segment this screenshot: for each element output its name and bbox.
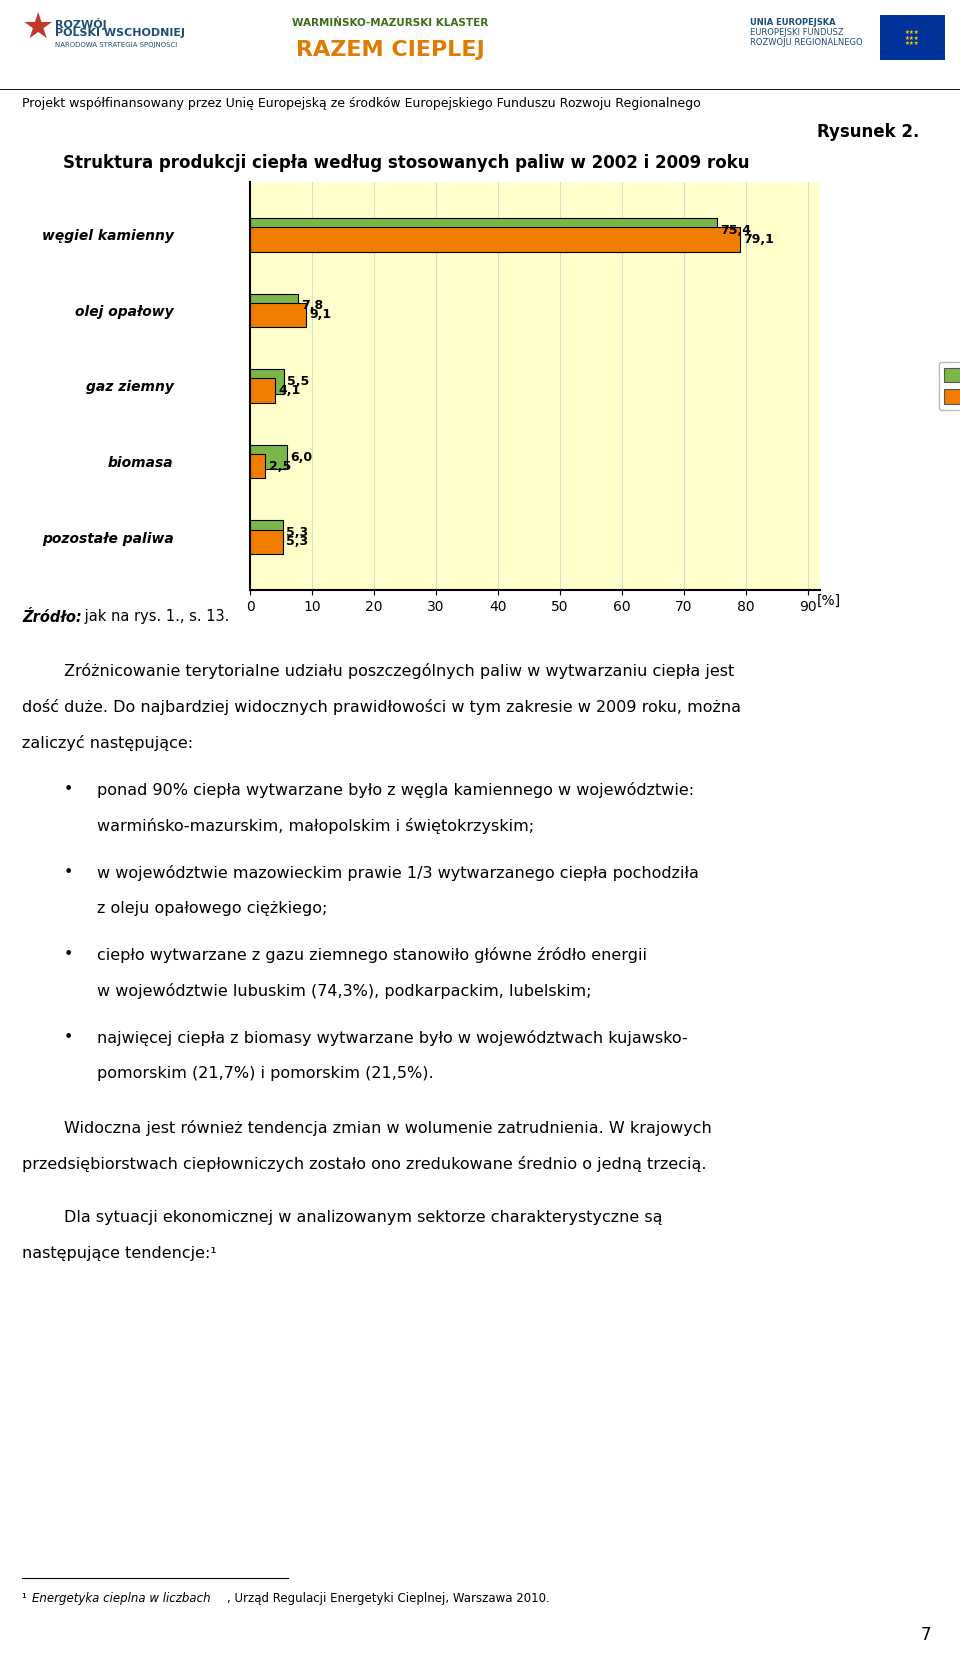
Text: Zróżnicowanie terytorialne udziału poszczególnych paliw w wytwarzaniu ciepła jes: Zróżnicowanie terytorialne udziału poszc… (64, 662, 734, 679)
Text: pomorskim (21,7%) i pomorskim (21,5%).: pomorskim (21,7%) i pomorskim (21,5%). (97, 1067, 434, 1082)
Text: Rysunek 2.: Rysunek 2. (817, 123, 920, 141)
Legend: 2009, 2002: 2009, 2002 (939, 363, 960, 409)
Text: 75,4: 75,4 (720, 225, 752, 236)
Text: [%]: [%] (817, 594, 841, 607)
Text: 5,3: 5,3 (286, 526, 308, 539)
Text: 79,1: 79,1 (743, 233, 774, 246)
Bar (250, 303, 306, 328)
Bar (250, 295, 299, 318)
Text: •: • (64, 1030, 73, 1045)
Text: zaliczyć następujące:: zaliczyć następujące: (22, 735, 193, 750)
Text: następujące tendencje:¹: następujące tendencje:¹ (22, 1246, 217, 1261)
Text: Dla sytuacji ekonomicznej w analizowanym sektorze charakterystyczne są: Dla sytuacji ekonomicznej w analizowanym… (64, 1210, 662, 1225)
Text: 6,0: 6,0 (290, 451, 312, 464)
Text: •: • (64, 782, 73, 797)
Text: przedsiębiorstwach ciepłowniczych zostało ono zredukowane średnio o jedną trzeci: przedsiębiorstwach ciepłowniczych został… (22, 1156, 707, 1171)
Text: RAZEM CIEPLEJ: RAZEM CIEPLEJ (296, 40, 485, 60)
Text: ciepło wytwarzane z gazu ziemnego stanowiło główne źródło energii: ciepło wytwarzane z gazu ziemnego stanow… (97, 947, 647, 963)
Text: WARMIŃSKO-MAZURSKI KLASTER: WARMIŃSKO-MAZURSKI KLASTER (292, 18, 488, 28)
Text: ¹: ¹ (22, 1592, 31, 1606)
Text: Energetyka cieplna w liczbach: Energetyka cieplna w liczbach (32, 1592, 210, 1606)
Text: ROZWÓJ: ROZWÓJ (55, 18, 107, 30)
Text: w województwie lubuskim (74,3%), podkarpackim, lubelskim;: w województwie lubuskim (74,3%), podkarp… (97, 983, 591, 1000)
Text: ponad 90% ciepła wytwarzane było z węgla kamiennego w województwie:: ponad 90% ciepła wytwarzane było z węgla… (97, 782, 694, 797)
Text: najwięcej ciepła z biomasy wytwarzane było w województwach kujawsko-: najwięcej ciepła z biomasy wytwarzane by… (97, 1030, 687, 1047)
Text: w województwie mazowieckim prawie 1/3 wytwarzanego ciepła pochodziła: w województwie mazowieckim prawie 1/3 wy… (97, 865, 699, 880)
Text: 7,8: 7,8 (301, 300, 324, 313)
Text: Projekt współfinansowany przez Unię Europejską ze środków Europejskiego Funduszu: Projekt współfinansowany przez Unię Euro… (22, 97, 701, 110)
Text: UNIA EUROPEJSKA: UNIA EUROPEJSKA (750, 18, 835, 27)
Text: warmińsko-mazurskim, małopolskim i świętokrzyskim;: warmińsko-mazurskim, małopolskim i święt… (97, 817, 534, 834)
Bar (250, 444, 287, 469)
Text: 4,1: 4,1 (278, 384, 300, 398)
Text: Źródło:: Źródło: (22, 609, 82, 624)
Bar (250, 228, 740, 251)
Bar (880, 15, 945, 60)
Text: 2,5: 2,5 (269, 459, 291, 473)
Text: ROZWOJU REGIONALNEGO: ROZWOJU REGIONALNEGO (750, 38, 863, 47)
Text: ★: ★ (22, 12, 54, 45)
Text: •: • (64, 865, 73, 880)
Bar (250, 218, 717, 243)
Text: EUROPEJSKI FUNDUSZ: EUROPEJSKI FUNDUSZ (750, 28, 844, 37)
Text: jak na rys. 1., s. 13.: jak na rys. 1., s. 13. (80, 609, 229, 624)
Bar (250, 521, 283, 544)
Text: Struktura produkcji ciepła według stosowanych paliw w 2002 i 2009 roku: Struktura produkcji ciepła według stosow… (63, 155, 750, 171)
Text: 5,3: 5,3 (286, 536, 308, 547)
Text: 9,1: 9,1 (309, 308, 331, 321)
Text: NARODOWA STRATEGIA SPÓJNOŚCI: NARODOWA STRATEGIA SPÓJNOŚCI (55, 40, 178, 48)
Bar (250, 454, 266, 478)
Bar (250, 529, 283, 554)
Text: dość duże. Do najbardziej widocznych prawidłowości w tym zakresie w 2009 roku, m: dość duże. Do najbardziej widocznych pra… (22, 699, 741, 716)
Text: 5,5: 5,5 (287, 374, 309, 388)
Text: 7: 7 (921, 1626, 931, 1644)
Text: ★★★
★★★
★★★: ★★★ ★★★ ★★★ (904, 30, 920, 47)
Text: •: • (64, 947, 73, 962)
Bar (250, 369, 284, 394)
Text: Widoczna jest również tendencja zmian w wolumenie zatrudnienia. W krajowych: Widoczna jest również tendencja zmian w … (64, 1120, 711, 1137)
Bar (250, 378, 276, 403)
Text: , Urząd Regulacji Energetyki Cieplnej, Warszawa 2010.: , Urząd Regulacji Energetyki Cieplnej, W… (227, 1592, 550, 1606)
Text: z oleju opałowego ciężkiego;: z oleju opałowego ciężkiego; (97, 900, 327, 915)
Text: POLSKI WSCHODNIEJ: POLSKI WSCHODNIEJ (55, 28, 185, 38)
